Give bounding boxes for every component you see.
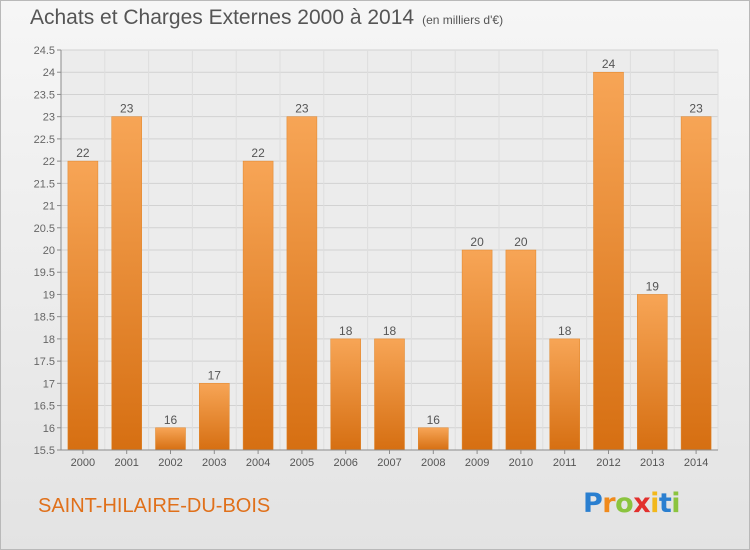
x-tick-label: 2010 bbox=[509, 457, 533, 469]
x-tick-label: 2004 bbox=[246, 457, 270, 469]
bar-2013 bbox=[637, 294, 668, 451]
bar-2000 bbox=[67, 160, 99, 451]
data-label: 24 bbox=[602, 57, 616, 71]
x-tick-label: 2000 bbox=[71, 457, 95, 469]
x-tick-label: 2009 bbox=[465, 457, 489, 469]
y-tick-label: 18.5 bbox=[34, 312, 55, 324]
y-tick-label: 21 bbox=[43, 201, 55, 213]
y-tick-label: 17 bbox=[43, 378, 55, 390]
x-tick-label: 2014 bbox=[684, 457, 708, 469]
data-label: 16 bbox=[427, 413, 441, 427]
bar-2011 bbox=[549, 338, 580, 451]
bar-2001 bbox=[111, 116, 142, 451]
bar-2010 bbox=[505, 249, 537, 451]
x-tick-label: 2006 bbox=[333, 457, 357, 469]
bar-2006 bbox=[330, 338, 361, 451]
x-tick-label: 2003 bbox=[202, 457, 226, 469]
bar-2012 bbox=[593, 71, 624, 451]
y-tick-label: 24 bbox=[43, 67, 55, 79]
y-tick-label: 24.5 bbox=[34, 45, 55, 57]
logo-letter: r bbox=[602, 488, 616, 519]
x-tick-label: 2005 bbox=[290, 457, 314, 469]
y-tick-label: 19 bbox=[43, 289, 55, 301]
data-label: 18 bbox=[558, 324, 572, 338]
x-tick-label: 2007 bbox=[377, 457, 401, 469]
data-label: 16 bbox=[164, 413, 178, 427]
data-label: 17 bbox=[208, 368, 222, 382]
y-tick-label: 21.5 bbox=[34, 178, 55, 190]
x-tick-label: 2012 bbox=[596, 457, 620, 469]
data-label: 20 bbox=[470, 235, 484, 249]
bar-2003 bbox=[199, 383, 230, 451]
y-tick-label: 18 bbox=[43, 334, 55, 346]
data-label: 20 bbox=[514, 235, 528, 249]
logo-letter: P bbox=[583, 488, 603, 519]
bar-2005 bbox=[286, 116, 318, 451]
data-label: 23 bbox=[120, 102, 134, 116]
chart-title-block: Achats et Charges Externes 2000 à 2014 (e… bbox=[30, 6, 503, 30]
chart-subtitle: (en milliers d'€) bbox=[422, 13, 504, 27]
proxiti-logo: Proxiti bbox=[583, 488, 681, 519]
data-label: 22 bbox=[251, 146, 265, 160]
y-tick-label: 23.5 bbox=[34, 89, 55, 101]
y-tick-label: 22.5 bbox=[34, 134, 55, 146]
logo-letter: i bbox=[671, 488, 681, 519]
data-label: 19 bbox=[646, 279, 660, 293]
data-label: 23 bbox=[689, 102, 703, 116]
logo-letter: x bbox=[633, 488, 651, 519]
bars: 22 23 16 17 22 23 18 18 16 20 20 18 24 19 23 bbox=[67, 57, 712, 451]
data-label: 18 bbox=[339, 324, 353, 338]
y-tick-label: 16 bbox=[43, 423, 55, 435]
y-tick-label: 16.5 bbox=[34, 401, 55, 413]
y-axis: 15.5 16 16.5 17 17.5 18 18.5 19 19.5 20 20.5 21 21.5… bbox=[34, 45, 62, 457]
logo-letter: t bbox=[658, 488, 672, 519]
x-tick-label: 2013 bbox=[640, 457, 664, 469]
chart-title: Achats et Charges Externes 2000 à 2014 bbox=[30, 6, 415, 29]
data-label: 22 bbox=[76, 146, 90, 160]
logo-letter: i bbox=[650, 488, 659, 519]
x-tick-label: 2001 bbox=[114, 457, 138, 469]
city-name: SAINT-HILAIRE-DU-BOIS bbox=[38, 495, 271, 517]
bar-2007 bbox=[374, 338, 405, 451]
data-label: 23 bbox=[295, 102, 309, 116]
x-tick-label: 2002 bbox=[158, 457, 182, 469]
data-label: 18 bbox=[383, 324, 397, 338]
x-axis: 2000 2001 2002 2003 2004 2005 2006 2007 2008 2009… bbox=[61, 449, 718, 469]
x-tick-label: 2011 bbox=[553, 457, 577, 469]
y-tick-label: 20.5 bbox=[34, 223, 55, 235]
bar-2002 bbox=[155, 427, 186, 451]
y-tick-label: 20 bbox=[43, 245, 55, 257]
y-tick-label: 22 bbox=[43, 156, 55, 168]
y-tick-label: 23 bbox=[43, 112, 55, 124]
bar-2004 bbox=[242, 160, 274, 451]
bar-2008 bbox=[418, 427, 449, 451]
bar-2014 bbox=[680, 116, 712, 451]
x-tick-label: 2008 bbox=[421, 457, 445, 469]
y-tick-label: 15.5 bbox=[34, 445, 55, 457]
logo-letter: o bbox=[615, 488, 634, 519]
y-tick-label: 17.5 bbox=[34, 356, 55, 368]
y-tick-label: 19.5 bbox=[34, 267, 55, 279]
bar-2009 bbox=[461, 249, 493, 451]
